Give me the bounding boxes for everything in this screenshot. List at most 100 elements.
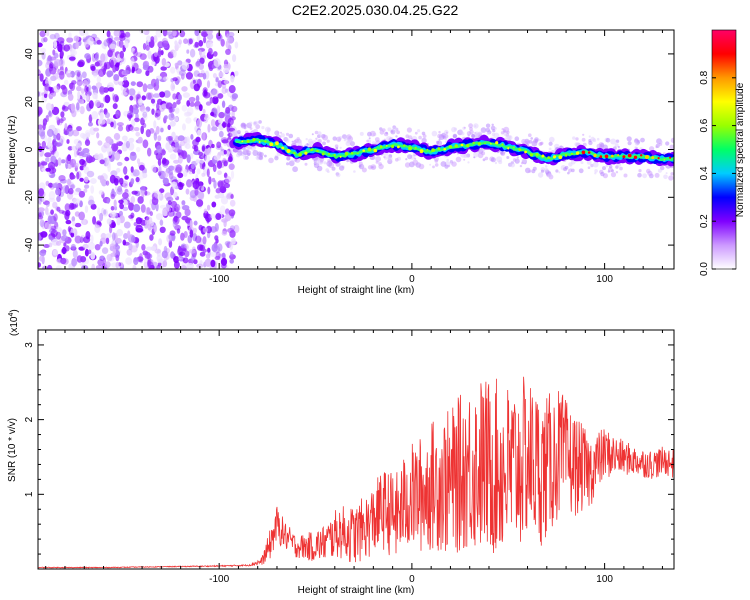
signal-halo — [445, 131, 448, 134]
noise-speckle — [214, 235, 219, 241]
noise-speckle — [193, 220, 198, 226]
noise-speckle — [90, 252, 96, 260]
noise-speckle — [134, 117, 140, 123]
noise-speckle — [139, 53, 147, 60]
noise-speckle — [70, 103, 76, 112]
noise-speckle — [88, 249, 92, 255]
noise-speckle — [212, 88, 219, 98]
signal-peak — [535, 152, 539, 156]
signal-halo — [404, 162, 411, 168]
snr-y-multiplier: (x104) — [8, 309, 20, 336]
signal-halo — [581, 137, 586, 142]
signal-peak — [529, 153, 534, 157]
noise-speckle — [158, 165, 162, 174]
signal-halo — [414, 157, 417, 160]
signal-halo — [663, 174, 668, 180]
noise-speckle — [231, 93, 238, 100]
noise-speckle — [120, 33, 127, 38]
noise-speckle — [196, 118, 203, 128]
noise-speckle — [167, 210, 175, 217]
noise-speckle — [225, 48, 231, 56]
noise-speckle — [103, 209, 107, 215]
noise-speckle — [82, 243, 89, 249]
y-tick-label: 40 — [24, 48, 35, 60]
noise-speckle — [208, 176, 212, 185]
noise-speckle — [97, 207, 101, 217]
signal-peak — [564, 154, 568, 157]
noise-speckle — [122, 167, 128, 174]
spectrogram-x-label: Height of straight line (km) — [298, 285, 415, 296]
noise-speckle — [151, 108, 155, 115]
noise-speckle — [228, 31, 235, 38]
noise-speckle — [223, 79, 229, 85]
noise-speckle — [193, 83, 200, 92]
noise-speckle — [183, 111, 191, 117]
signal-halo — [232, 129, 238, 135]
noise-speckle — [134, 127, 140, 132]
noise-speckle — [144, 216, 150, 221]
signal-peak — [357, 152, 359, 155]
noise-speckle — [67, 164, 72, 170]
noise-speckle — [58, 209, 65, 214]
noise-speckle — [68, 56, 76, 61]
signal-halo — [602, 166, 606, 171]
signal-halo — [387, 127, 392, 132]
noise-speckle — [72, 129, 80, 137]
signal-peak — [397, 145, 400, 149]
noise-speckle — [212, 73, 217, 79]
noise-speckle — [63, 44, 71, 52]
noise-speckle — [38, 70, 42, 75]
noise-speckle — [202, 248, 207, 253]
signal-peak — [293, 152, 296, 155]
noise-speckle — [172, 49, 177, 58]
noise-speckle — [119, 202, 124, 210]
noise-speckle — [130, 81, 136, 86]
noise-speckle — [169, 153, 177, 160]
signal-halo — [412, 159, 419, 166]
noise-speckle — [82, 79, 89, 87]
noise-speckle — [135, 176, 140, 183]
noise-speckle — [67, 178, 71, 187]
signal-halo — [642, 173, 647, 179]
signal-halo — [484, 156, 489, 161]
signal-halo — [286, 156, 291, 161]
noise-speckle — [174, 40, 178, 46]
noise-speckle — [87, 242, 96, 250]
noise-speckle — [218, 130, 224, 138]
y-tick-label: 2 — [24, 416, 35, 422]
signal-peak — [362, 149, 366, 152]
noise-speckle — [109, 225, 113, 234]
noise-speckle — [82, 166, 88, 171]
signal-halo — [284, 138, 290, 143]
noise-speckle — [162, 157, 167, 164]
noise-speckle — [55, 240, 62, 246]
noise-speckle — [91, 263, 96, 269]
signal-halo — [528, 133, 532, 137]
noise-speckle — [205, 101, 212, 106]
noise-speckle — [157, 50, 162, 58]
noise-speckle — [137, 136, 143, 144]
noise-speckle — [151, 196, 159, 206]
noise-speckle — [81, 153, 88, 158]
noise-speckle — [56, 83, 61, 90]
noise-speckle — [186, 154, 191, 164]
signal-halo — [387, 156, 393, 162]
noise-speckle — [53, 40, 58, 49]
noise-speckle — [130, 245, 138, 253]
noise-speckle — [183, 250, 190, 258]
noise-speckle — [188, 96, 196, 103]
signal-halo — [392, 126, 398, 132]
noise-speckle — [227, 228, 234, 233]
noise-speckle — [41, 161, 48, 166]
signal-halo — [473, 123, 479, 129]
noise-speckle — [99, 240, 103, 247]
noise-speckle — [112, 103, 118, 110]
noise-speckle — [38, 59, 43, 67]
noise-speckle — [204, 113, 209, 119]
noise-speckle — [41, 140, 46, 149]
signal-halo — [575, 137, 579, 141]
noise-speckle — [45, 201, 50, 207]
noise-speckle — [188, 38, 193, 45]
noise-speckle — [202, 108, 206, 115]
noise-speckle — [145, 106, 151, 112]
